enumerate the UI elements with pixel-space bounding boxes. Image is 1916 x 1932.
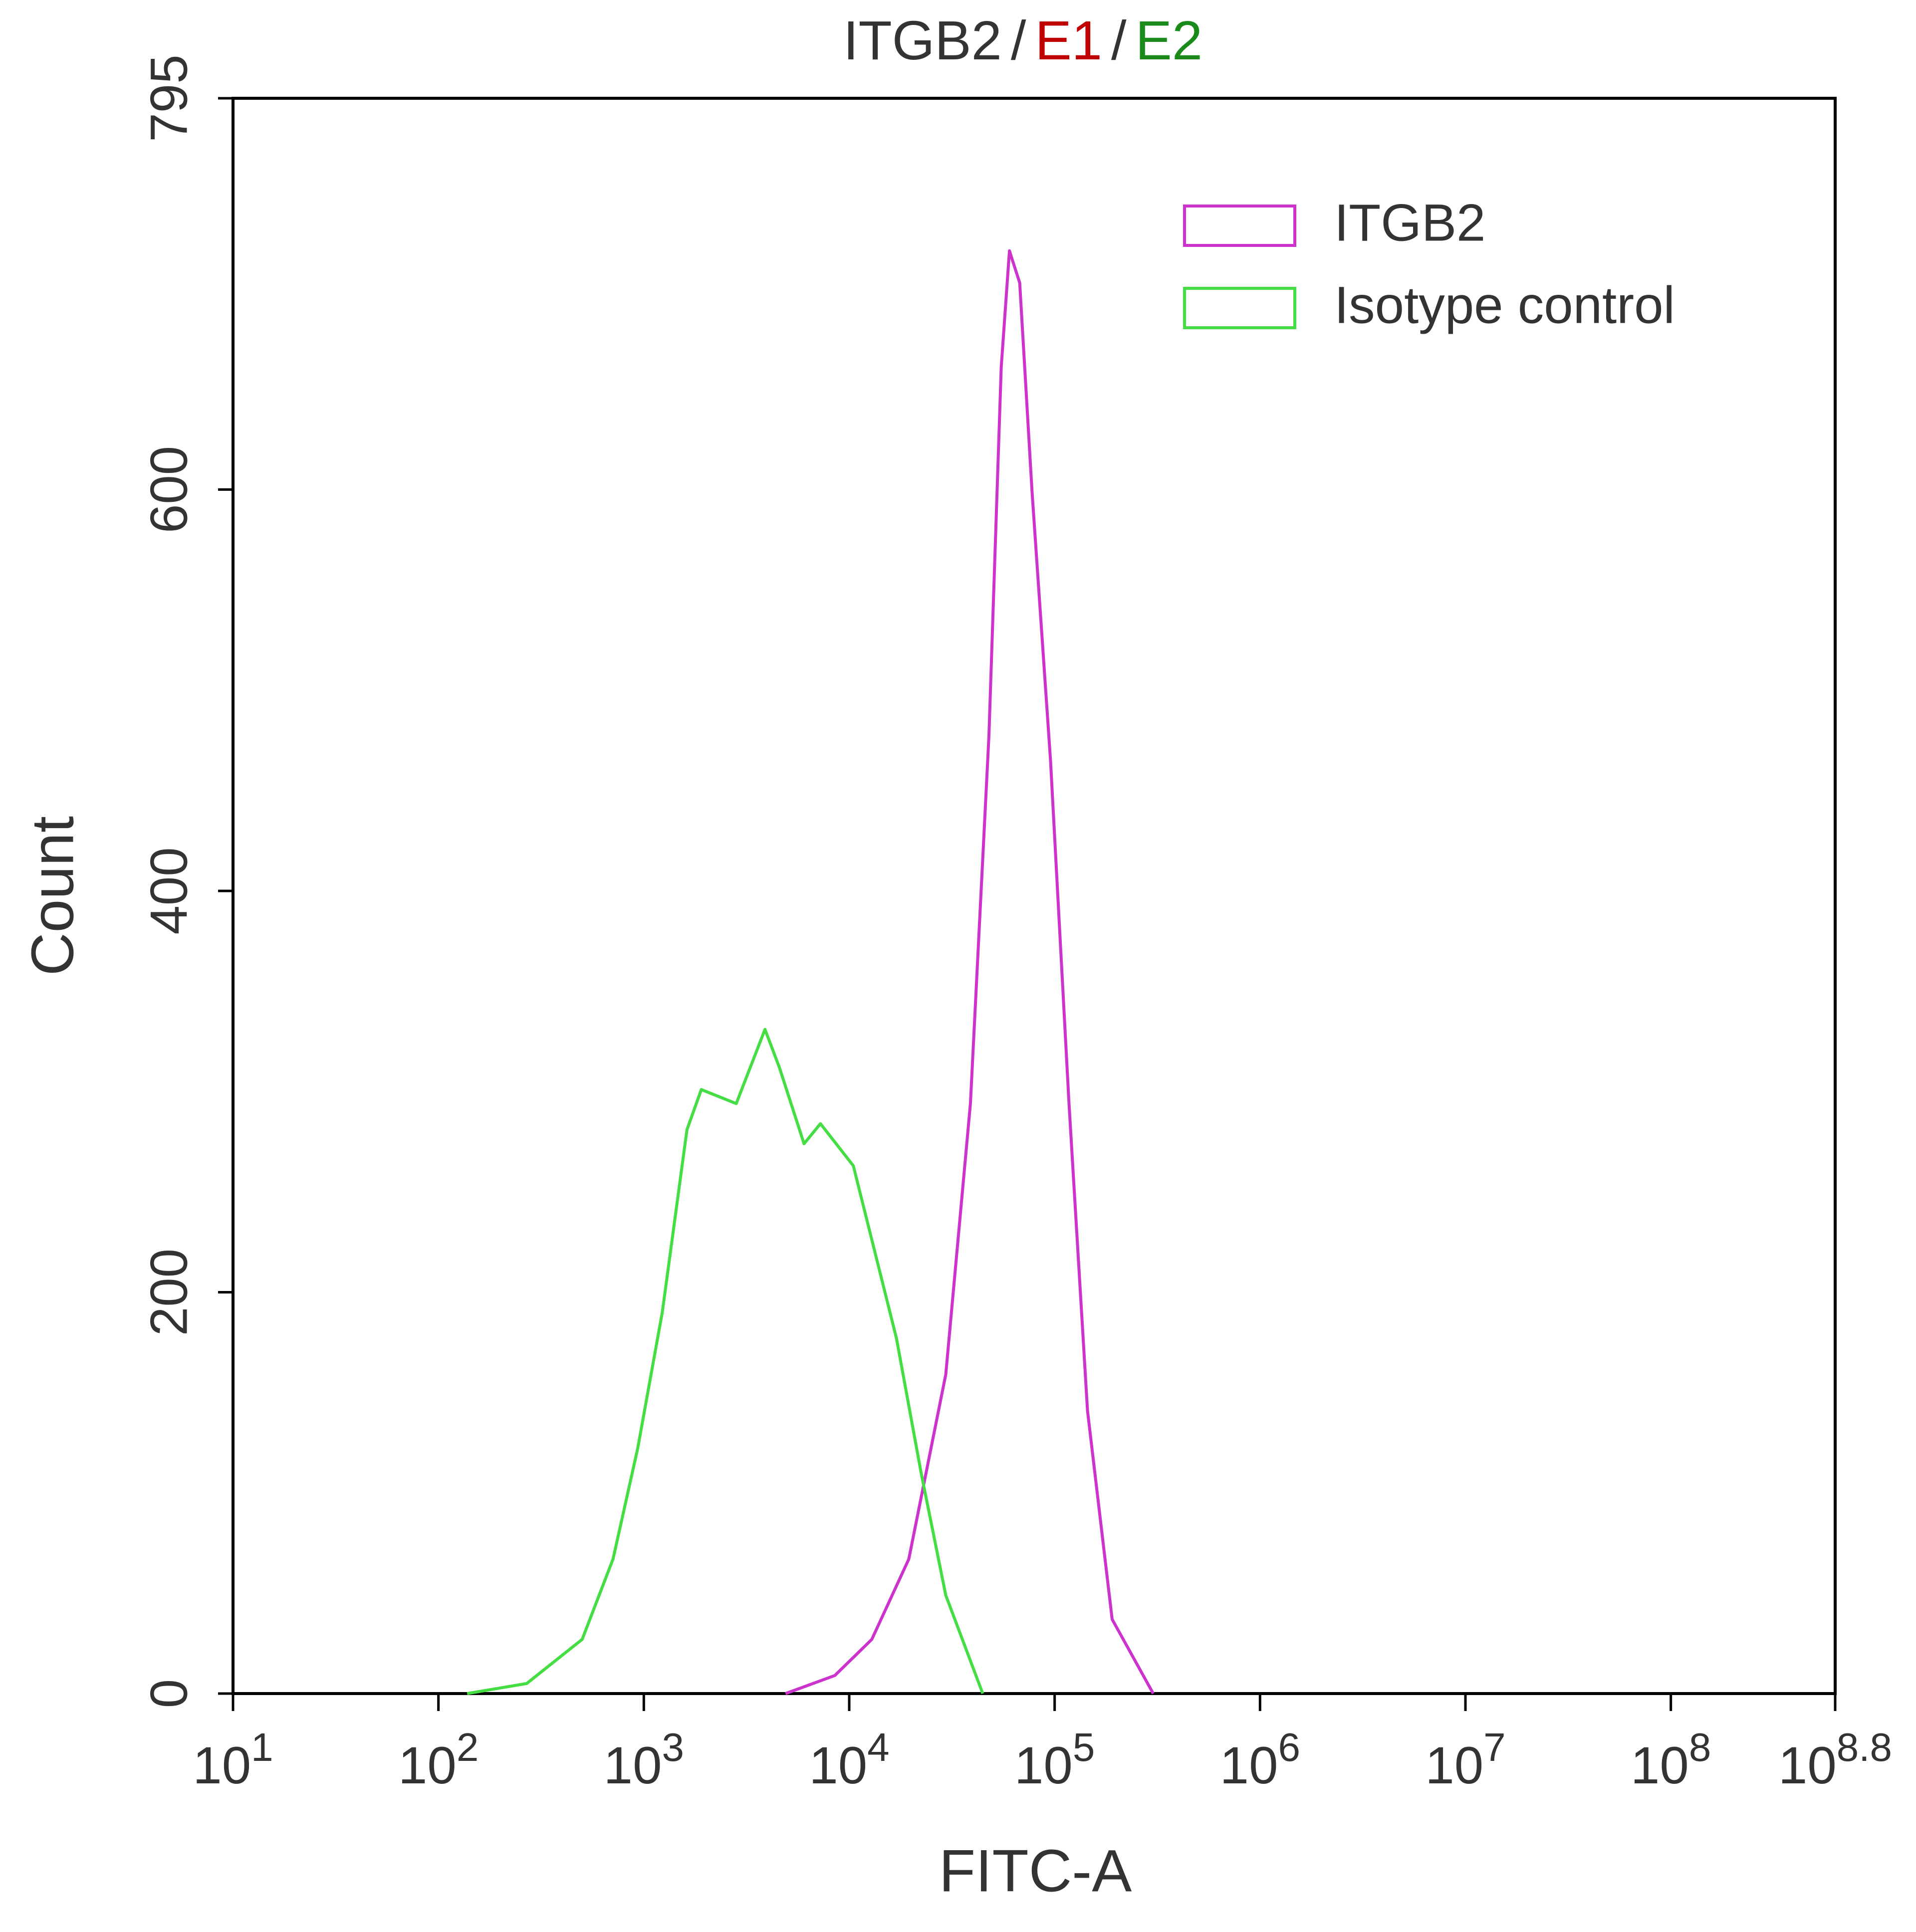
y-tick-label: 0 — [140, 1679, 199, 1708]
title-part: ITGB2 — [843, 10, 1002, 71]
x-tick-label: 108.8 — [1778, 1725, 1892, 1795]
title-part: / — [1111, 10, 1127, 71]
legend-label: Isotype control — [1334, 276, 1675, 335]
series-line — [785, 249, 1155, 1695]
y-tick-label: 200 — [140, 1249, 199, 1336]
y-tick-label: 795 — [140, 54, 199, 142]
series-line — [467, 1028, 984, 1695]
plot-frame — [232, 97, 1837, 1695]
y-tick-label: 600 — [140, 446, 199, 533]
x-tick-label: 107 — [1425, 1725, 1505, 1795]
x-axis-label: FITC-A — [939, 1838, 1132, 1905]
x-tick-label: 106 — [1220, 1725, 1300, 1795]
title-part: E1 — [1035, 10, 1102, 71]
x-tick-label: 108 — [1631, 1725, 1711, 1795]
x-tick-label: 105 — [1014, 1725, 1095, 1795]
x-tick-label: 104 — [809, 1725, 889, 1795]
title-part: E2 — [1136, 10, 1203, 71]
title-part: / — [1011, 10, 1026, 71]
x-tick-label: 101 — [193, 1725, 273, 1795]
y-tick-label: 400 — [140, 847, 199, 934]
chart-title: ITGB2/E1/E2 — [843, 10, 1202, 71]
legend-swatch — [1183, 205, 1296, 247]
x-tick-label: 103 — [604, 1725, 684, 1795]
x-tick-label: 102 — [398, 1725, 479, 1795]
legend-label: ITGB2 — [1334, 194, 1485, 252]
legend-swatch — [1183, 287, 1296, 329]
y-axis-label: Count — [19, 816, 86, 976]
